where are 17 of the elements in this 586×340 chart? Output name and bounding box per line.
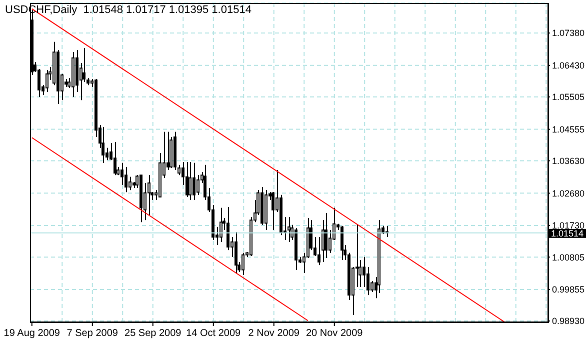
x-tick-label: 20 Nov 2009 bbox=[306, 328, 364, 339]
x-tick-label: 7 Sep 2009 bbox=[66, 328, 118, 339]
y-tick-label: 0.99855 bbox=[552, 284, 585, 295]
y-tick-label: 1.00805 bbox=[552, 252, 585, 262]
x-tick-label: 19 Aug 2009 bbox=[4, 328, 60, 339]
y-tick-label: 1.01730 bbox=[552, 220, 585, 231]
x-tick-label: 14 Oct 2009 bbox=[186, 328, 242, 339]
y-tick-label: 1.06430 bbox=[552, 60, 585, 71]
y-tick-label: 1.03630 bbox=[552, 156, 585, 166]
y-tick-label: 1.07380 bbox=[552, 28, 585, 38]
y-tick-label: 1.02680 bbox=[552, 188, 585, 198]
y-tick-label: 0.98930 bbox=[552, 316, 585, 326]
y-tick-label: 1.04555 bbox=[552, 124, 585, 134]
x-tick-label: 2 Nov 2009 bbox=[248, 328, 300, 339]
x-tick-label: 25 Sep 2009 bbox=[124, 328, 182, 339]
y-tick-label: 1.05505 bbox=[552, 92, 585, 102]
ref-line-label: 1.01514 bbox=[551, 228, 584, 238]
